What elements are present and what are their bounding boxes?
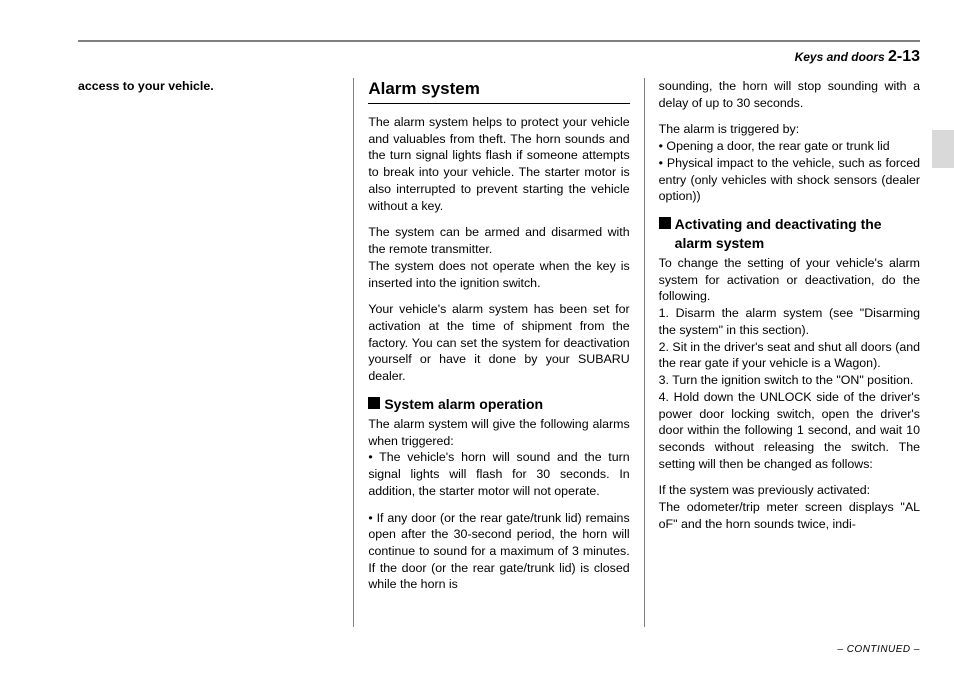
body-paragraph: The alarm system will give the following…: [368, 416, 629, 449]
bullet-item: • The vehicle's horn will sound and the …: [368, 449, 629, 499]
step-item: 4. Hold down the UNLOCK side of the driv…: [659, 389, 920, 473]
manual-page: Keys and doors 2-13 access to your vehic…: [0, 0, 954, 675]
square-bullet-icon: [659, 217, 671, 229]
body-paragraph: The system can be armed and disarmed wit…: [368, 224, 629, 257]
bullet-item: • Opening a door, the rear gate or trunk…: [659, 138, 920, 155]
body-paragraph: The system does not operate when the key…: [368, 258, 629, 291]
carryover-fragment: access to your vehicle.: [78, 78, 339, 95]
page-header: Keys and doors 2-13: [795, 48, 920, 66]
square-bullet-icon: [368, 397, 380, 409]
body-paragraph: Your vehicle's alarm system has been set…: [368, 301, 629, 385]
page-number: 2-13: [888, 48, 920, 65]
chapter-title: Keys and doors: [795, 50, 885, 64]
subsection-label: Activating and deactivating the alarm sy…: [675, 215, 920, 253]
body-paragraph: If the system was previously activated:: [659, 482, 920, 499]
step-item: 1. Disarm the alarm system (see "Disarmi…: [659, 305, 920, 338]
bullet-item: • Physical impact to the vehicle, such a…: [659, 155, 920, 205]
top-rule: [78, 40, 920, 42]
continued-footer: – CONTINUED –: [837, 644, 920, 655]
step-item: 3. Turn the ignition switch to the "ON" …: [659, 372, 920, 389]
step-item: 2. Sit in the driver's seat and shut all…: [659, 339, 920, 372]
body-paragraph: The alarm is triggered by:: [659, 121, 920, 138]
section-heading: Alarm system: [368, 78, 629, 104]
bullet-item: • If any door (or the rear gate/trunk li…: [368, 510, 629, 594]
text-columns: access to your vehicle. Alarm system The…: [78, 78, 920, 627]
section-tab: [932, 130, 954, 168]
subsection-heading: System alarm operation: [368, 395, 629, 414]
body-paragraph: The alarm system helps to protect your v…: [368, 114, 629, 214]
subsection-label: System alarm operation: [384, 395, 543, 414]
subsection-heading: Activating and deactivating the alarm sy…: [659, 215, 920, 253]
column-1: access to your vehicle.: [78, 78, 353, 627]
body-paragraph: The odometer/trip meter screen displays …: [659, 499, 920, 532]
carryover-paragraph: sounding, the horn will stop sounding wi…: [659, 78, 920, 111]
body-paragraph: To change the setting of your vehicle's …: [659, 255, 920, 305]
column-2: Alarm system The alarm system helps to p…: [353, 78, 643, 627]
column-3: sounding, the horn will stop sounding wi…: [644, 78, 920, 627]
